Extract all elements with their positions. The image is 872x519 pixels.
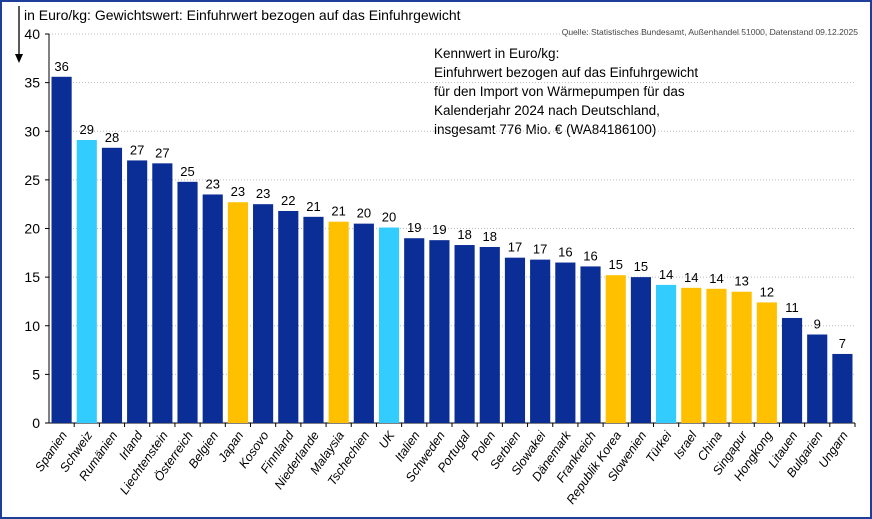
y-tick-label: 40 <box>24 26 40 42</box>
data-label: 20 <box>382 210 396 225</box>
bar <box>580 266 601 423</box>
bar <box>429 240 450 423</box>
data-label: 17 <box>533 242 547 257</box>
bar <box>227 202 248 423</box>
data-label: 23 <box>256 186 270 201</box>
data-label: 23 <box>231 184 245 199</box>
data-label: 18 <box>483 229 497 244</box>
bar <box>605 275 626 423</box>
data-label: 21 <box>306 199 320 214</box>
bar <box>328 221 349 423</box>
bar <box>202 194 223 423</box>
data-label: 7 <box>839 336 846 351</box>
bar <box>781 317 803 423</box>
bar <box>303 216 324 423</box>
data-label: 13 <box>734 274 748 289</box>
bar <box>177 181 198 423</box>
annotation-line: Kalenderjahr 2024 nach Deutschland, <box>434 103 660 118</box>
bar <box>454 245 475 423</box>
chart-title: in Euro/kg: Gewichtswert: Einfuhrwert be… <box>24 7 461 23</box>
y-tick-label: 25 <box>24 172 40 188</box>
data-label: 36 <box>54 59 68 74</box>
y-tick-label: 5 <box>32 366 40 382</box>
bar <box>832 353 853 423</box>
data-label: 28 <box>105 130 119 145</box>
data-label: 25 <box>180 164 194 179</box>
bar <box>51 76 72 423</box>
y-tick-label: 20 <box>24 221 40 237</box>
data-label: 16 <box>583 248 597 263</box>
data-label: 27 <box>155 145 169 160</box>
bar <box>530 259 551 423</box>
bar <box>479 246 500 423</box>
bar <box>253 204 274 423</box>
bar <box>278 210 299 423</box>
data-label: 18 <box>457 227 471 242</box>
bar <box>504 257 526 423</box>
data-label: 19 <box>407 220 421 235</box>
data-label: 29 <box>80 122 94 137</box>
source-note: Quelle: Statistisches Bundesamt, Außenha… <box>561 27 858 37</box>
bar <box>756 302 777 423</box>
y-tick-label: 35 <box>24 75 40 91</box>
data-label: 21 <box>331 204 345 219</box>
bar <box>76 140 97 423</box>
data-label: 14 <box>684 270 698 285</box>
data-label: 11 <box>785 300 799 315</box>
data-label: 9 <box>814 317 821 332</box>
data-label: 12 <box>760 284 774 299</box>
bar <box>404 238 425 423</box>
down-arrow-icon <box>15 6 23 63</box>
annotation-box: Kennwert in Euro/kg: Einfuhrwert bezogen… <box>434 44 698 139</box>
bar <box>807 334 828 423</box>
data-label: 16 <box>558 245 572 260</box>
bar <box>101 147 123 423</box>
x-tick-label: Türkei <box>643 428 675 465</box>
data-label: 20 <box>357 206 371 221</box>
bar <box>378 227 400 423</box>
data-label: 23 <box>205 176 219 191</box>
data-label: 15 <box>634 259 648 274</box>
annotation-line: Einfuhrwert bezogen auf das Einfuhrgewic… <box>434 65 699 80</box>
data-label: 22 <box>281 193 295 208</box>
y-tick-label: 10 <box>24 318 40 334</box>
bar <box>681 287 702 423</box>
y-tick-label: 15 <box>24 269 40 285</box>
data-label: 15 <box>608 257 622 272</box>
data-label: 19 <box>432 222 446 237</box>
annotation-line: für den Import von Wärmepumpen für das <box>434 84 685 99</box>
bar <box>353 223 374 423</box>
data-label: 27 <box>130 142 144 157</box>
x-tick-label: UK <box>376 428 398 451</box>
data-label: 17 <box>508 240 522 255</box>
y-tick-label: 0 <box>32 415 40 431</box>
annotation-line: insgesamt 776 Mio. € (WA84186100) <box>434 122 657 137</box>
bar <box>706 288 727 423</box>
data-label: 14 <box>709 271 723 286</box>
bar <box>127 160 148 424</box>
y-tick-label: 30 <box>24 123 40 139</box>
data-label: 14 <box>659 267 673 282</box>
annotation-line: Kennwert in Euro/kg: <box>434 46 560 61</box>
bar <box>656 284 677 423</box>
bar <box>152 163 173 423</box>
bar <box>731 291 752 423</box>
bar <box>555 262 576 423</box>
bar <box>630 277 651 423</box>
